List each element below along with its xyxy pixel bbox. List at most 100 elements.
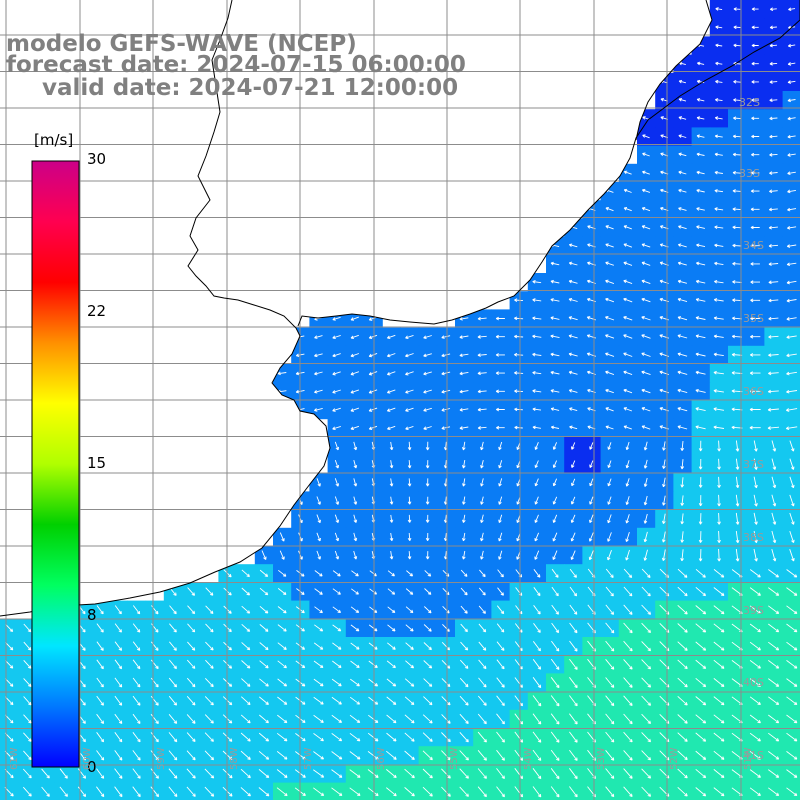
wind-arrow bbox=[771, 458, 777, 470]
wind-cell bbox=[782, 527, 800, 547]
wind-arrow bbox=[735, 440, 740, 452]
colorbar-gradient bbox=[31, 160, 80, 768]
wind-arrow bbox=[751, 43, 759, 48]
wind-arrow bbox=[168, 768, 178, 779]
wind-arrow bbox=[641, 786, 652, 797]
wind-arrow bbox=[623, 207, 632, 212]
wind-cell bbox=[782, 691, 800, 711]
wind-arrow bbox=[749, 623, 761, 633]
wind-arrow bbox=[22, 786, 32, 797]
wind-arrow bbox=[623, 786, 633, 798]
wind-arrow bbox=[387, 570, 395, 577]
wind-arrow bbox=[331, 678, 342, 687]
wind-arrow bbox=[277, 371, 287, 376]
wind-arrow bbox=[696, 152, 705, 157]
wind-arrow bbox=[677, 786, 688, 797]
wind-arrow bbox=[550, 261, 560, 266]
wind-arrow bbox=[389, 514, 394, 523]
wind-arrow bbox=[477, 335, 487, 339]
wind-arrow bbox=[423, 353, 432, 358]
wind-arrow bbox=[441, 353, 451, 358]
wind-arrow bbox=[532, 334, 542, 339]
wind-cell bbox=[782, 655, 800, 674]
wind-arrow bbox=[789, 494, 795, 507]
wind-arrow bbox=[643, 531, 648, 543]
wind-arrow bbox=[571, 478, 576, 487]
wind-cell bbox=[782, 637, 800, 656]
wind-arrow bbox=[404, 787, 415, 797]
wind-arrow bbox=[532, 316, 542, 321]
wind-arrow bbox=[77, 786, 87, 798]
wind-arrow bbox=[625, 514, 630, 524]
wind-arrow bbox=[714, 189, 724, 193]
wind-arrow bbox=[750, 334, 761, 339]
wind-arrow bbox=[168, 677, 178, 688]
wind-cell bbox=[782, 782, 800, 802]
wind-arrow bbox=[695, 316, 706, 320]
wind-arrow bbox=[589, 514, 594, 524]
wind-arrow bbox=[677, 370, 688, 375]
wind-arrow bbox=[771, 440, 777, 452]
wind-arrow bbox=[277, 678, 288, 687]
wind-arrow bbox=[96, 659, 104, 670]
valid-date: valid date: 2024-07-21 12:00:00 bbox=[42, 75, 459, 101]
wind-arrow bbox=[768, 696, 780, 706]
wind-arrow bbox=[733, 116, 741, 120]
wind-arrow bbox=[132, 768, 141, 779]
wind-arrow bbox=[695, 768, 707, 779]
wind-arrow bbox=[749, 389, 761, 394]
wind-arrow bbox=[424, 570, 432, 577]
wind-arrow bbox=[386, 696, 397, 705]
wind-arrow bbox=[605, 750, 615, 761]
wind-arrow bbox=[605, 622, 615, 634]
wind-arrow bbox=[677, 714, 688, 724]
wind-arrow bbox=[550, 713, 560, 725]
wind-arrow bbox=[569, 713, 578, 725]
wind-arrow bbox=[753, 512, 758, 525]
wind-arrow bbox=[368, 642, 378, 650]
wind-arrow bbox=[605, 388, 614, 394]
lon-label-59w: 59W bbox=[156, 747, 167, 770]
wind-arrow bbox=[732, 152, 742, 157]
wind-arrow bbox=[405, 425, 414, 430]
wind-arrow bbox=[460, 623, 468, 633]
wind-arrow bbox=[696, 188, 705, 193]
wind-arrow bbox=[478, 605, 486, 614]
wind-arrow bbox=[334, 478, 340, 487]
wind-arrow bbox=[789, 440, 795, 452]
wind-arrow bbox=[532, 279, 542, 284]
wind-arrow bbox=[477, 713, 487, 725]
wind-arrow bbox=[750, 225, 760, 230]
wind-arrow bbox=[714, 152, 723, 157]
wind-arrow bbox=[623, 604, 633, 615]
wind-arrow bbox=[623, 677, 633, 688]
wind-arrow bbox=[751, 98, 759, 102]
wind-arrow bbox=[514, 407, 523, 412]
wind-arrow bbox=[496, 786, 505, 798]
wind-cell bbox=[782, 473, 800, 492]
wind-arrow bbox=[769, 43, 778, 48]
wind-arrow bbox=[623, 188, 632, 193]
wind-arrow bbox=[678, 134, 687, 138]
wind-arrow bbox=[514, 298, 524, 302]
wind-arrow bbox=[425, 532, 430, 542]
wind-arrow bbox=[422, 750, 433, 761]
wind-arrow bbox=[677, 750, 688, 761]
wind-arrow bbox=[441, 371, 451, 376]
wind-arrow bbox=[677, 695, 688, 706]
wind-arrow bbox=[605, 677, 615, 688]
wind-arrow bbox=[5, 641, 14, 651]
wind-arrow bbox=[680, 477, 685, 488]
wind-arrow bbox=[532, 389, 542, 393]
wind-arrow bbox=[277, 624, 287, 632]
wind-arrow bbox=[334, 441, 340, 451]
wind-arrow bbox=[569, 407, 578, 412]
wind-arrow bbox=[623, 713, 633, 725]
wind-arrow bbox=[261, 550, 267, 560]
wind-arrow bbox=[769, 153, 778, 157]
wind-arrow bbox=[514, 352, 524, 357]
wind-arrow bbox=[313, 660, 324, 669]
wind-arrow bbox=[695, 407, 706, 412]
wind-arrow bbox=[751, 7, 759, 11]
wind-arrow bbox=[698, 531, 703, 543]
